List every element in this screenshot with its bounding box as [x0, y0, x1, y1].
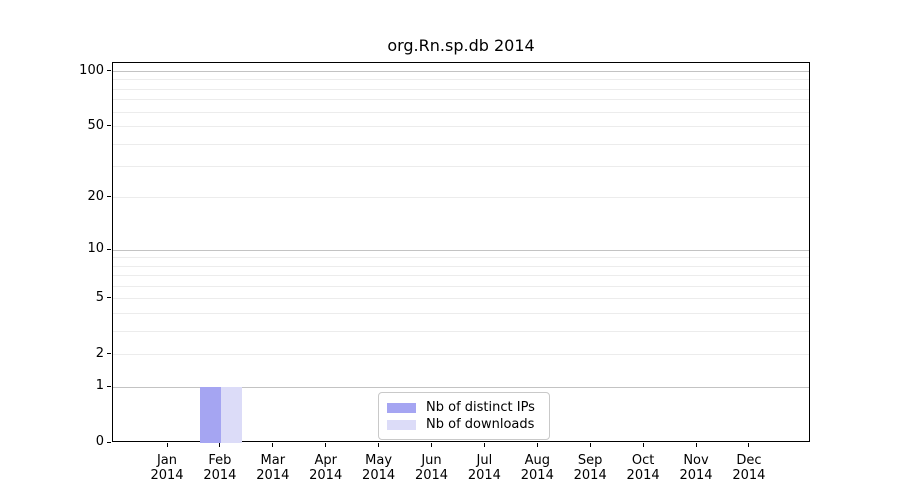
- gridline-minor-8: [113, 265, 809, 267]
- x-tick-mark-feb-2014: [219, 443, 221, 447]
- gridline-minor-4: [113, 312, 809, 314]
- gridline-major-1: [113, 386, 809, 388]
- x-tick-label-jul-2014: Jul 2014: [452, 453, 516, 483]
- x-tick-mark-may-2014: [378, 443, 380, 447]
- gridline-minor-80: [113, 88, 809, 90]
- x-tick-label-may-2014: May 2014: [347, 453, 411, 483]
- x-tick-year: 2014: [414, 468, 449, 483]
- y-tick-mark-20: [107, 196, 111, 198]
- legend-swatch-distinct-ips: [387, 402, 416, 413]
- gridline-minor-60: [113, 111, 809, 113]
- x-tick-mark-mar-2014: [272, 443, 274, 447]
- x-tick-year: 2014: [150, 468, 184, 483]
- x-tick-month: Sep: [577, 453, 603, 468]
- bar-nb-of-distinct-ips-feb-2014: [199, 387, 221, 443]
- legend-item-downloads: Nb of downloads: [387, 416, 541, 433]
- x-tick-mark-oct-2014: [642, 443, 644, 447]
- gridline-minor-40: [113, 143, 809, 145]
- legend-label-downloads: Nb of downloads: [426, 417, 535, 432]
- x-tick-mark-jan-2014: [166, 443, 168, 447]
- x-tick-label-feb-2014: Feb 2014: [188, 453, 252, 483]
- y-tick-mark-100: [107, 70, 111, 72]
- x-tick-year: 2014: [732, 468, 766, 483]
- x-tick-label-apr-2014: Apr 2014: [294, 453, 358, 483]
- y-tick-label-20: 20: [87, 188, 104, 204]
- chart-title: org.Rn.sp.db 2014: [387, 36, 535, 55]
- x-tick-label-nov-2014: Nov 2014: [664, 453, 728, 483]
- gridline-minor-70: [113, 99, 809, 101]
- x-tick-month: Oct: [631, 453, 655, 468]
- gridline-minor-7: [113, 275, 809, 277]
- gridline-minor-5: [113, 298, 809, 300]
- x-tick-year: 2014: [203, 468, 237, 483]
- y-tick-mark-50: [107, 125, 111, 127]
- x-tick-mark-jun-2014: [431, 443, 432, 447]
- x-tick-label-dec-2014: Dec 2014: [717, 453, 781, 483]
- x-tick-year: 2014: [626, 468, 660, 483]
- x-tick-label-sep-2014: Sep 2014: [558, 453, 622, 483]
- x-tick-year: 2014: [520, 468, 554, 483]
- y-tick-label-5: 5: [95, 289, 104, 305]
- gridline-minor-3: [113, 330, 809, 332]
- legend: Nb of distinct IPs Nb of downloads: [378, 392, 550, 440]
- legend-swatch-downloads: [387, 419, 416, 430]
- y-tick-mark-1: [107, 385, 111, 387]
- x-tick-month: Dec: [736, 453, 762, 468]
- y-tick-label-2: 2: [95, 345, 104, 361]
- x-tick-month: Apr: [314, 453, 337, 468]
- gridline-minor-9: [113, 257, 809, 259]
- x-tick-label-oct-2014: Oct 2014: [611, 453, 675, 483]
- x-tick-month: Jun: [421, 453, 442, 468]
- x-tick-year: 2014: [573, 468, 607, 483]
- x-tick-label-jan-2014: Jan 2014: [135, 453, 199, 483]
- x-tick-label-mar-2014: Mar 2014: [241, 453, 305, 483]
- legend-label-distinct-ips: Nb of distinct IPs: [426, 400, 535, 415]
- x-tick-mark-jul-2014: [483, 443, 485, 447]
- x-tick-label-aug-2014: Aug 2014: [505, 453, 569, 483]
- x-tick-mark-dec-2014: [748, 443, 750, 447]
- x-tick-month: Jan: [156, 453, 178, 468]
- x-tick-mark-aug-2014: [536, 443, 538, 447]
- x-tick-label-jun-2014: Jun 2014: [400, 453, 464, 483]
- x-tick-mark-sep-2014: [589, 443, 591, 447]
- gridline-minor-30: [113, 166, 809, 168]
- x-tick-month: Aug: [524, 453, 550, 468]
- gridline-minor-50: [113, 126, 809, 128]
- legend-item-distinct-ips: Nb of distinct IPs: [387, 399, 541, 416]
- y-tick-mark-2: [107, 353, 111, 355]
- y-tick-label-100: 100: [79, 62, 104, 78]
- bar-nb-of-downloads-feb-2014: [220, 387, 242, 443]
- x-tick-year: 2014: [467, 468, 501, 483]
- x-tick-year: 2014: [362, 468, 396, 483]
- y-tick-mark-5: [107, 297, 111, 299]
- y-tick-label-50: 50: [87, 117, 104, 133]
- x-tick-month: Jul: [476, 453, 493, 468]
- y-tick-label-10: 10: [87, 241, 104, 257]
- gridline-minor-20: [113, 197, 809, 199]
- y-tick-mark-0: [107, 441, 111, 443]
- gridline-major-10: [113, 249, 809, 251]
- x-tick-mark-apr-2014: [325, 443, 327, 447]
- x-tick-mark-nov-2014: [695, 443, 697, 447]
- y-tick-label-1: 1: [95, 378, 104, 394]
- y-tick-mark-10: [107, 248, 111, 250]
- gridline-minor-2: [113, 354, 809, 356]
- y-tick-label-0: 0: [95, 434, 104, 449]
- x-tick-month: Mar: [260, 453, 286, 468]
- gridline-minor-90: [113, 79, 809, 81]
- gridline-minor-6: [113, 285, 809, 287]
- x-tick-month: May: [365, 453, 393, 468]
- x-tick-month: Nov: [683, 453, 709, 468]
- x-tick-year: 2014: [256, 468, 290, 483]
- gridline-major-100: [113, 71, 809, 73]
- x-tick-year: 2014: [679, 468, 713, 483]
- plot-area: Nb of distinct IPs Nb of downloads: [112, 62, 810, 443]
- x-tick-year: 2014: [309, 468, 343, 483]
- x-tick-month: Feb: [208, 453, 232, 468]
